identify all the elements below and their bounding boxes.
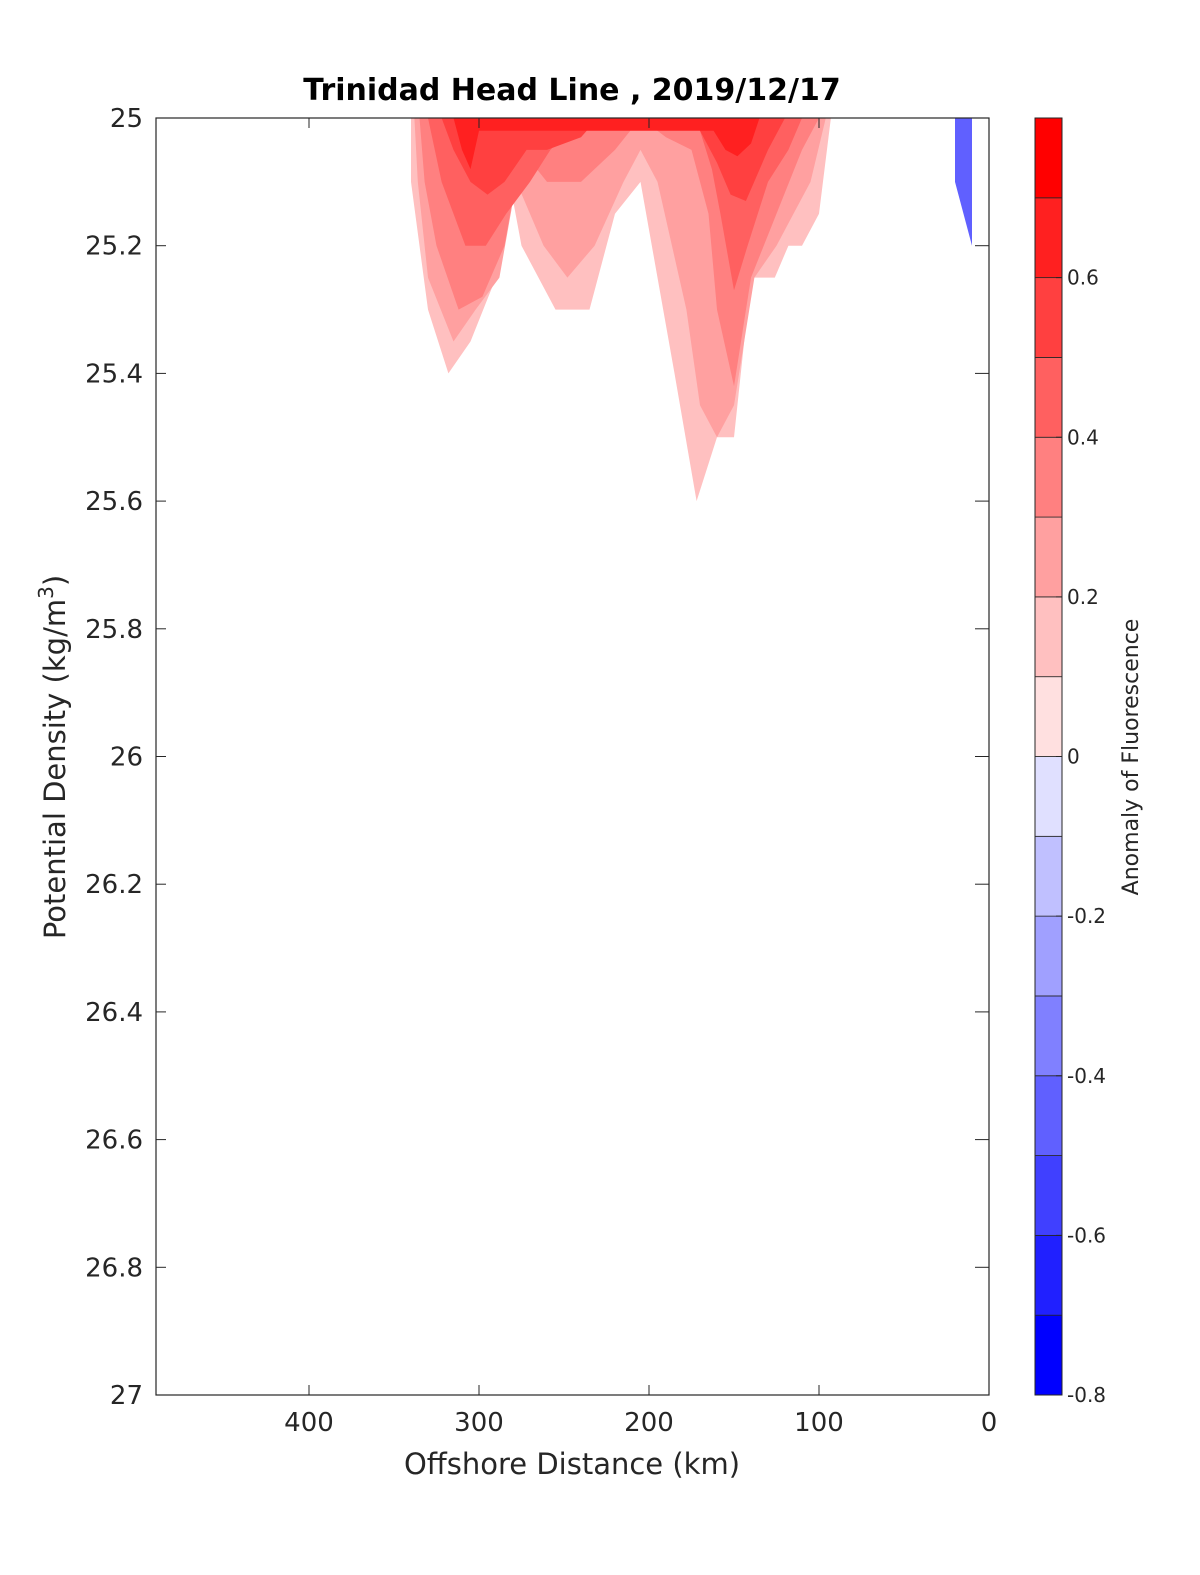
colorbar-segment [1034,915,1063,997]
colorbar-segment [1034,357,1063,438]
colorbar-tick-label: 0.2 [1067,585,1099,609]
colorbar-label: Anomaly of Fluorescence [1119,619,1144,896]
y-tick-label: 25 [110,104,143,134]
y-tick-label: 26.6 [85,1126,143,1156]
colorbar-tick-label: -0.6 [1067,1223,1106,1247]
colorbar-segment [1034,516,1063,598]
colorbar-segment [1034,277,1063,358]
colorbar-tick-label: -0.8 [1067,1383,1106,1407]
colorbar-segment [1034,117,1063,199]
colorbar-segment [1034,596,1063,678]
y-tick-label: 26.2 [85,870,143,900]
colorbar-segment [1034,197,1063,279]
colorbar-segment [1034,1314,1063,1396]
contour-regions [411,118,972,502]
colorbar-tick-label: 0.4 [1067,425,1099,449]
colorbar: -0.8 -0.6 -0.4 -0.2 0 0.2 0.4 0.6 [1034,117,1106,1407]
y-tick-label: 26.4 [85,998,143,1028]
colorbar-segment [1034,835,1063,917]
x-tick-label: 0 [981,1408,998,1438]
y-axis-label: Potential Density (kg/m3) [34,575,72,939]
x-axis-label: Offshore Distance (km) [404,1447,740,1481]
y-tick-label: 27 [110,1381,143,1411]
y-tick-label: 26 [110,743,143,773]
chart-title: Trinidad Head Line , 2019/12/17 [303,73,840,108]
contour-region-3 [428,118,802,291]
y-axis: 25 25.2 25.4 25.6 25.8 26 26.2 26.4 26.6 26.8 27 [85,104,989,1411]
colorbar-segment [1034,1155,1063,1236]
colorbar-tick-label: -0.4 [1067,1064,1106,1088]
y-tick-label: 26.8 [85,1253,143,1283]
y-tick-label: 25.6 [85,487,143,517]
colorbar-segment [1034,995,1063,1077]
x-tick-label: 400 [284,1408,334,1438]
colorbar-segment [1034,1234,1063,1316]
colorbar-segment [1034,1075,1063,1156]
colorbar-tick-label: 0.6 [1067,266,1099,290]
contour-region-6 [955,118,972,246]
contour-region-5 [453,118,760,170]
x-tick-label: 100 [794,1408,844,1438]
plot-area: 400 300 200 100 0 25 25.2 25.4 25.6 25.8 26 26.2 26… [85,104,997,1438]
x-axis: 400 300 200 100 0 [284,118,997,1438]
y-tick-label: 25.2 [85,232,143,262]
x-tick-label: 300 [454,1408,504,1438]
colorbar-tick-label: -0.2 [1067,904,1106,928]
colorbar-tick-label: 0 [1067,745,1080,769]
colorbar-segment [1034,436,1063,518]
plot-background [156,118,989,1395]
contour-region-4 [441,118,785,201]
y-tick-label: 25.4 [85,359,143,389]
y-tick-label: 25.8 [85,615,143,645]
colorbar-segment [1034,676,1063,757]
x-tick-label: 200 [624,1408,674,1438]
colorbar-segment [1034,756,1063,837]
